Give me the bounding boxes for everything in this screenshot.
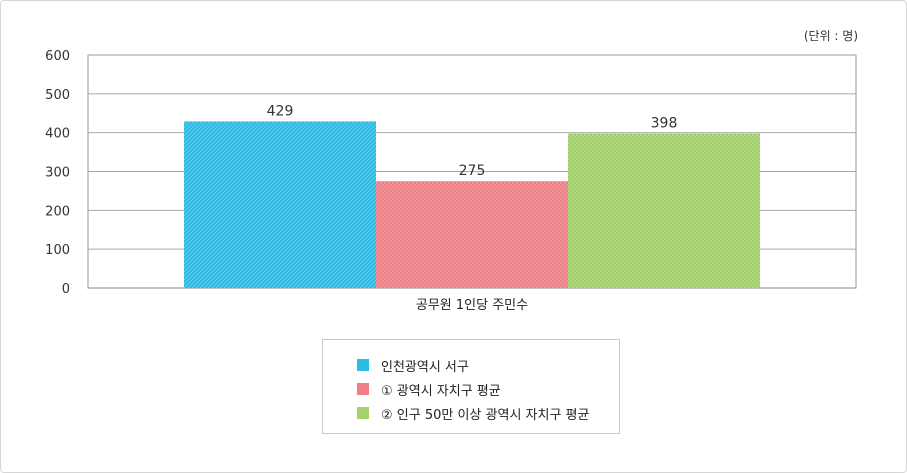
legend-swatch <box>357 383 369 395</box>
y-tick-label: 200 <box>45 204 70 219</box>
bars <box>184 121 760 288</box>
y-tick-label: 400 <box>45 127 70 142</box>
legend-swatch <box>357 407 369 419</box>
legend-swatch <box>357 359 369 371</box>
legend-item: ② 인구 50만 이상 광역시 자치구 평균 <box>357 401 619 425</box>
data-labels: 429 275 398 <box>267 103 678 179</box>
legend-label: ① 광역시 자치구 평균 <box>381 383 501 399</box>
x-category-label: 공무원 1인당 주민수 <box>416 298 528 313</box>
y-tick-label: 0 <box>62 282 70 297</box>
y-tick-labels: 0 100 200 300 400 500 600 <box>45 49 70 297</box>
y-tick-label: 100 <box>45 243 70 258</box>
bar-texture <box>568 133 760 288</box>
unit-note: (단위 : 명) <box>804 29 858 43</box>
legend-item: 인천광역시 서구 <box>357 353 619 377</box>
y-tick-label: 500 <box>45 88 70 103</box>
legend-item: ① 광역시 자치구 평균 <box>357 377 619 401</box>
y-tick-label: 600 <box>45 49 70 64</box>
legend-label: 인천광역시 서구 <box>381 359 469 375</box>
bar-texture <box>184 121 376 288</box>
data-label: 429 <box>267 103 294 119</box>
data-label: 275 <box>459 163 486 179</box>
bar-texture <box>376 181 568 288</box>
legend: 인천광역시 서구 ① 광역시 자치구 평균 ② 인구 50만 이상 광역시 자치… <box>322 339 620 434</box>
legend-label: ② 인구 50만 이상 광역시 자치구 평균 <box>381 407 590 423</box>
data-label: 398 <box>651 115 678 131</box>
y-tick-label: 300 <box>45 166 70 181</box>
